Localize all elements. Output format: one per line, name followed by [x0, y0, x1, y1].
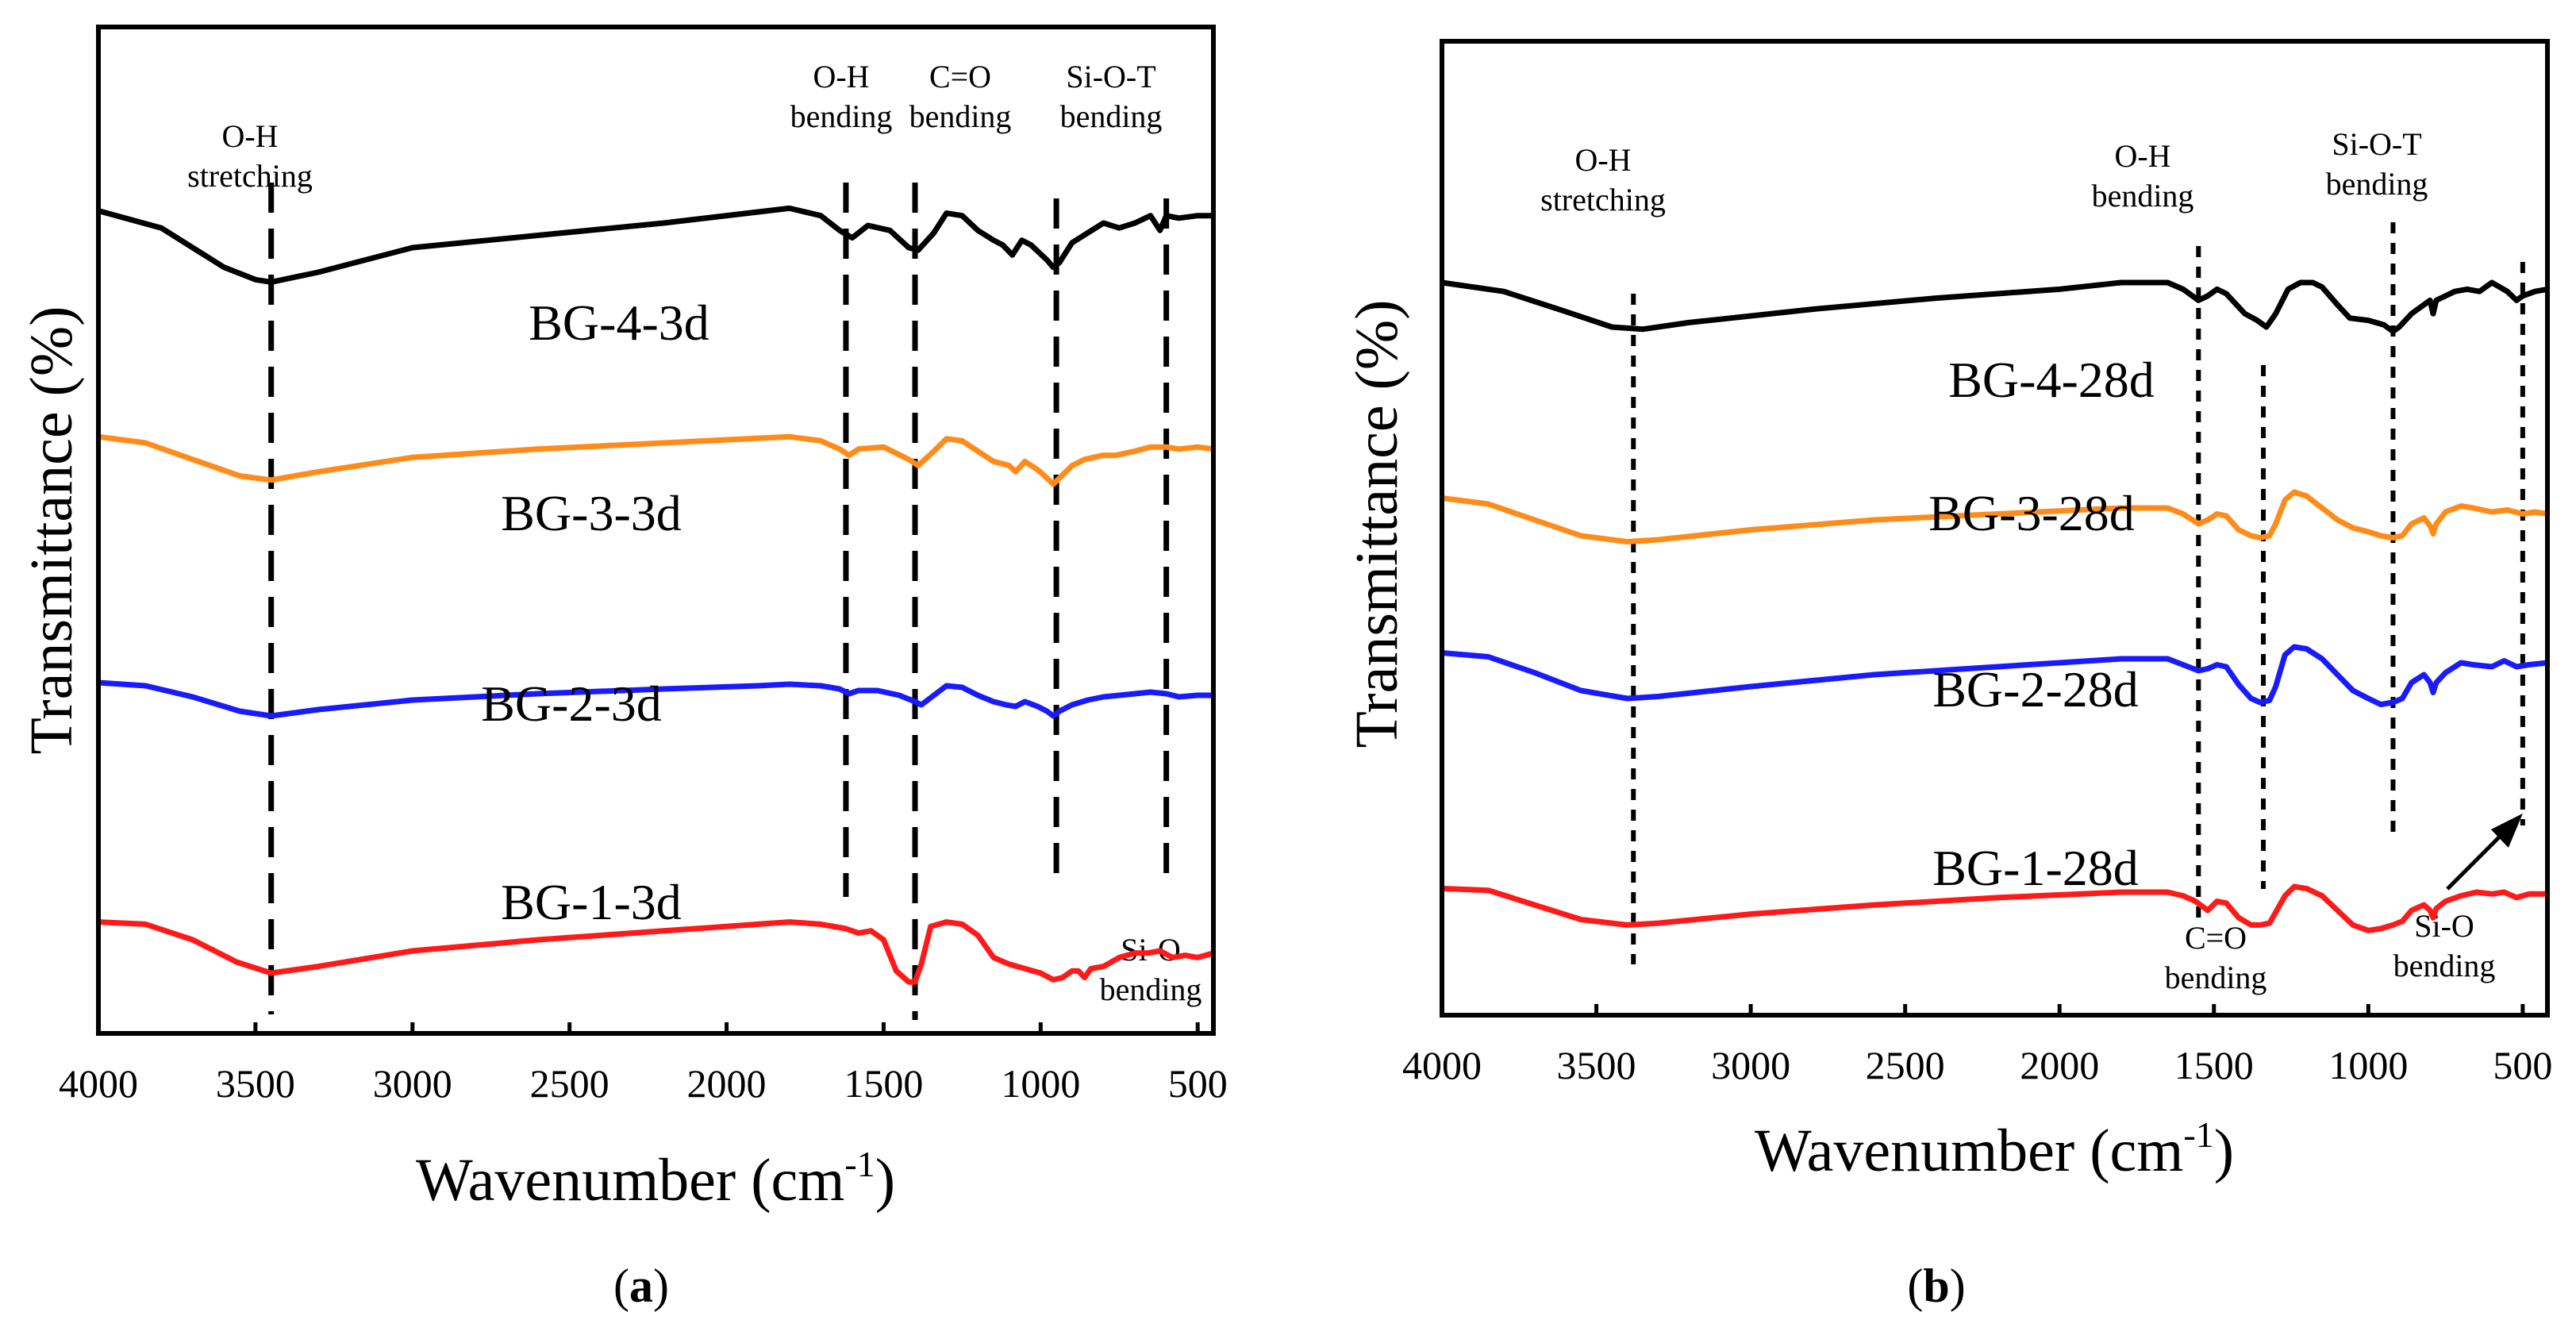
reference-label-line: bending: [2165, 960, 2267, 995]
x-tick-label: 500: [1168, 1061, 1228, 1106]
series-label: BG-1-28d: [1932, 840, 2139, 896]
reference-label: C=O bending: [909, 59, 1012, 134]
panel-label-b: (b): [1907, 1260, 1965, 1312]
x-tick-label: 3000: [373, 1061, 452, 1106]
x-tick-label: 3500: [216, 1061, 295, 1106]
reference-label-line: bending: [1060, 98, 1163, 134]
reference-label-line: bending: [2326, 166, 2428, 202]
reference-label-line: Si-O-T: [2332, 126, 2421, 162]
series-line: [1441, 644, 2548, 707]
series-label: BG-3-3d: [501, 485, 682, 541]
panel-label-a: (a): [613, 1260, 669, 1312]
reference-label-line: C=O: [929, 59, 991, 94]
plot-frame-b: [1440, 39, 2550, 1018]
x-tick-label: 2500: [1866, 1043, 1945, 1087]
reference-label: O-H stretching: [1540, 142, 1666, 217]
x-tick-label: 1000: [2328, 1043, 2408, 1087]
reference-label: O-H stretching: [187, 118, 313, 194]
reference-label-line: Si-O: [1121, 932, 1181, 968]
series-line: [98, 679, 1213, 719]
series-line: [98, 919, 1214, 985]
reference-label: C=O bending: [2165, 920, 2267, 995]
reference-label-line: stretching: [187, 158, 313, 194]
series-label: BG-4-28d: [1948, 352, 2155, 408]
reference-label-line: stretching: [1540, 182, 1666, 217]
annotation-arrowhead: [2490, 814, 2523, 848]
x-tick-label: 4000: [1402, 1043, 1482, 1087]
series-label: BG-4-3d: [529, 294, 709, 351]
reference-label-line: bending: [909, 98, 1012, 134]
x-tick-label: 1500: [844, 1061, 923, 1106]
series-label: BG-2-28d: [1932, 661, 2139, 718]
x-axis-label-a: Wavenumber (cm-1): [416, 1144, 895, 1214]
x-tick-label: 3500: [1557, 1043, 1636, 1087]
x-tick-label: 2500: [530, 1061, 609, 1106]
x-tick-label: 1500: [2174, 1043, 2254, 1087]
x-tick-label: 3000: [1711, 1043, 1790, 1087]
reference-label-line: bending: [1100, 972, 1202, 1007]
x-tick-label: 2000: [687, 1061, 767, 1106]
plot-area-a: O-H stretching O-H bending C=O bending Si-O-T b…: [98, 59, 1214, 1020]
reference-label: Si-O-T bending: [1060, 59, 1163, 134]
x-tick-label: 500: [2493, 1043, 2552, 1087]
y-axis-label-b: Transmittance (%): [1344, 300, 1410, 748]
series-label: BG-3-28d: [1928, 485, 2135, 541]
reference-label-line: O-H: [813, 59, 869, 94]
series-line: [1441, 883, 2547, 933]
series-line: [98, 205, 1213, 285]
x-axis-label-b: Wavenumber (cm-1): [1755, 1114, 2234, 1184]
plot-area-b: O-H stretching O-H bending C=O bending Si-O-T b…: [1441, 126, 2548, 995]
reference-label-line: O-H: [2114, 138, 2170, 174]
series-line: [1441, 279, 2548, 335]
x-ticks-b: 4000 3500 3000 2500 2000 1500 1000 500: [1402, 1004, 2552, 1087]
y-axis-label-a: Transmittance (%): [18, 306, 85, 755]
reference-label-line: Si-O-T: [1066, 59, 1155, 94]
x-tick-label: 2000: [2020, 1043, 2099, 1087]
x-ticks-a: 4000 3500 3000 2500 2000 1500 1000 500: [59, 1022, 1228, 1106]
x-tick-label: 1000: [1001, 1061, 1080, 1106]
series-line: [1441, 489, 2548, 544]
panel-b: O-H stretching O-H bending C=O bending Si-O-T b…: [1344, 39, 2552, 1312]
reference-label-line: O-H: [221, 118, 278, 154]
reference-label: Si-O bending: [2393, 908, 2496, 983]
reference-label-line: Si-O: [2414, 908, 2474, 944]
plot-frame-a: [96, 25, 1216, 1036]
reference-label-line: bending: [2092, 178, 2194, 214]
x-tick-label: 4000: [59, 1061, 138, 1106]
panel-a: O-H stretching O-H bending C=O bending Si-O-T b…: [18, 25, 1228, 1312]
reference-label-line: O-H: [1574, 142, 1631, 178]
reference-label-line: C=O: [2185, 920, 2247, 956]
series-label: BG-1-3d: [501, 874, 682, 930]
reference-label: O-H bending: [790, 59, 893, 134]
series-label: BG-2-3d: [481, 675, 662, 732]
reference-label-line: bending: [790, 98, 893, 134]
reference-label: O-H bending: [2092, 138, 2194, 214]
reference-label: Si-O-T bending: [2326, 126, 2428, 202]
reference-label-line: bending: [2393, 948, 2496, 983]
series-line: [98, 433, 1214, 487]
reference-label: Si-O bending: [1100, 932, 1202, 1007]
